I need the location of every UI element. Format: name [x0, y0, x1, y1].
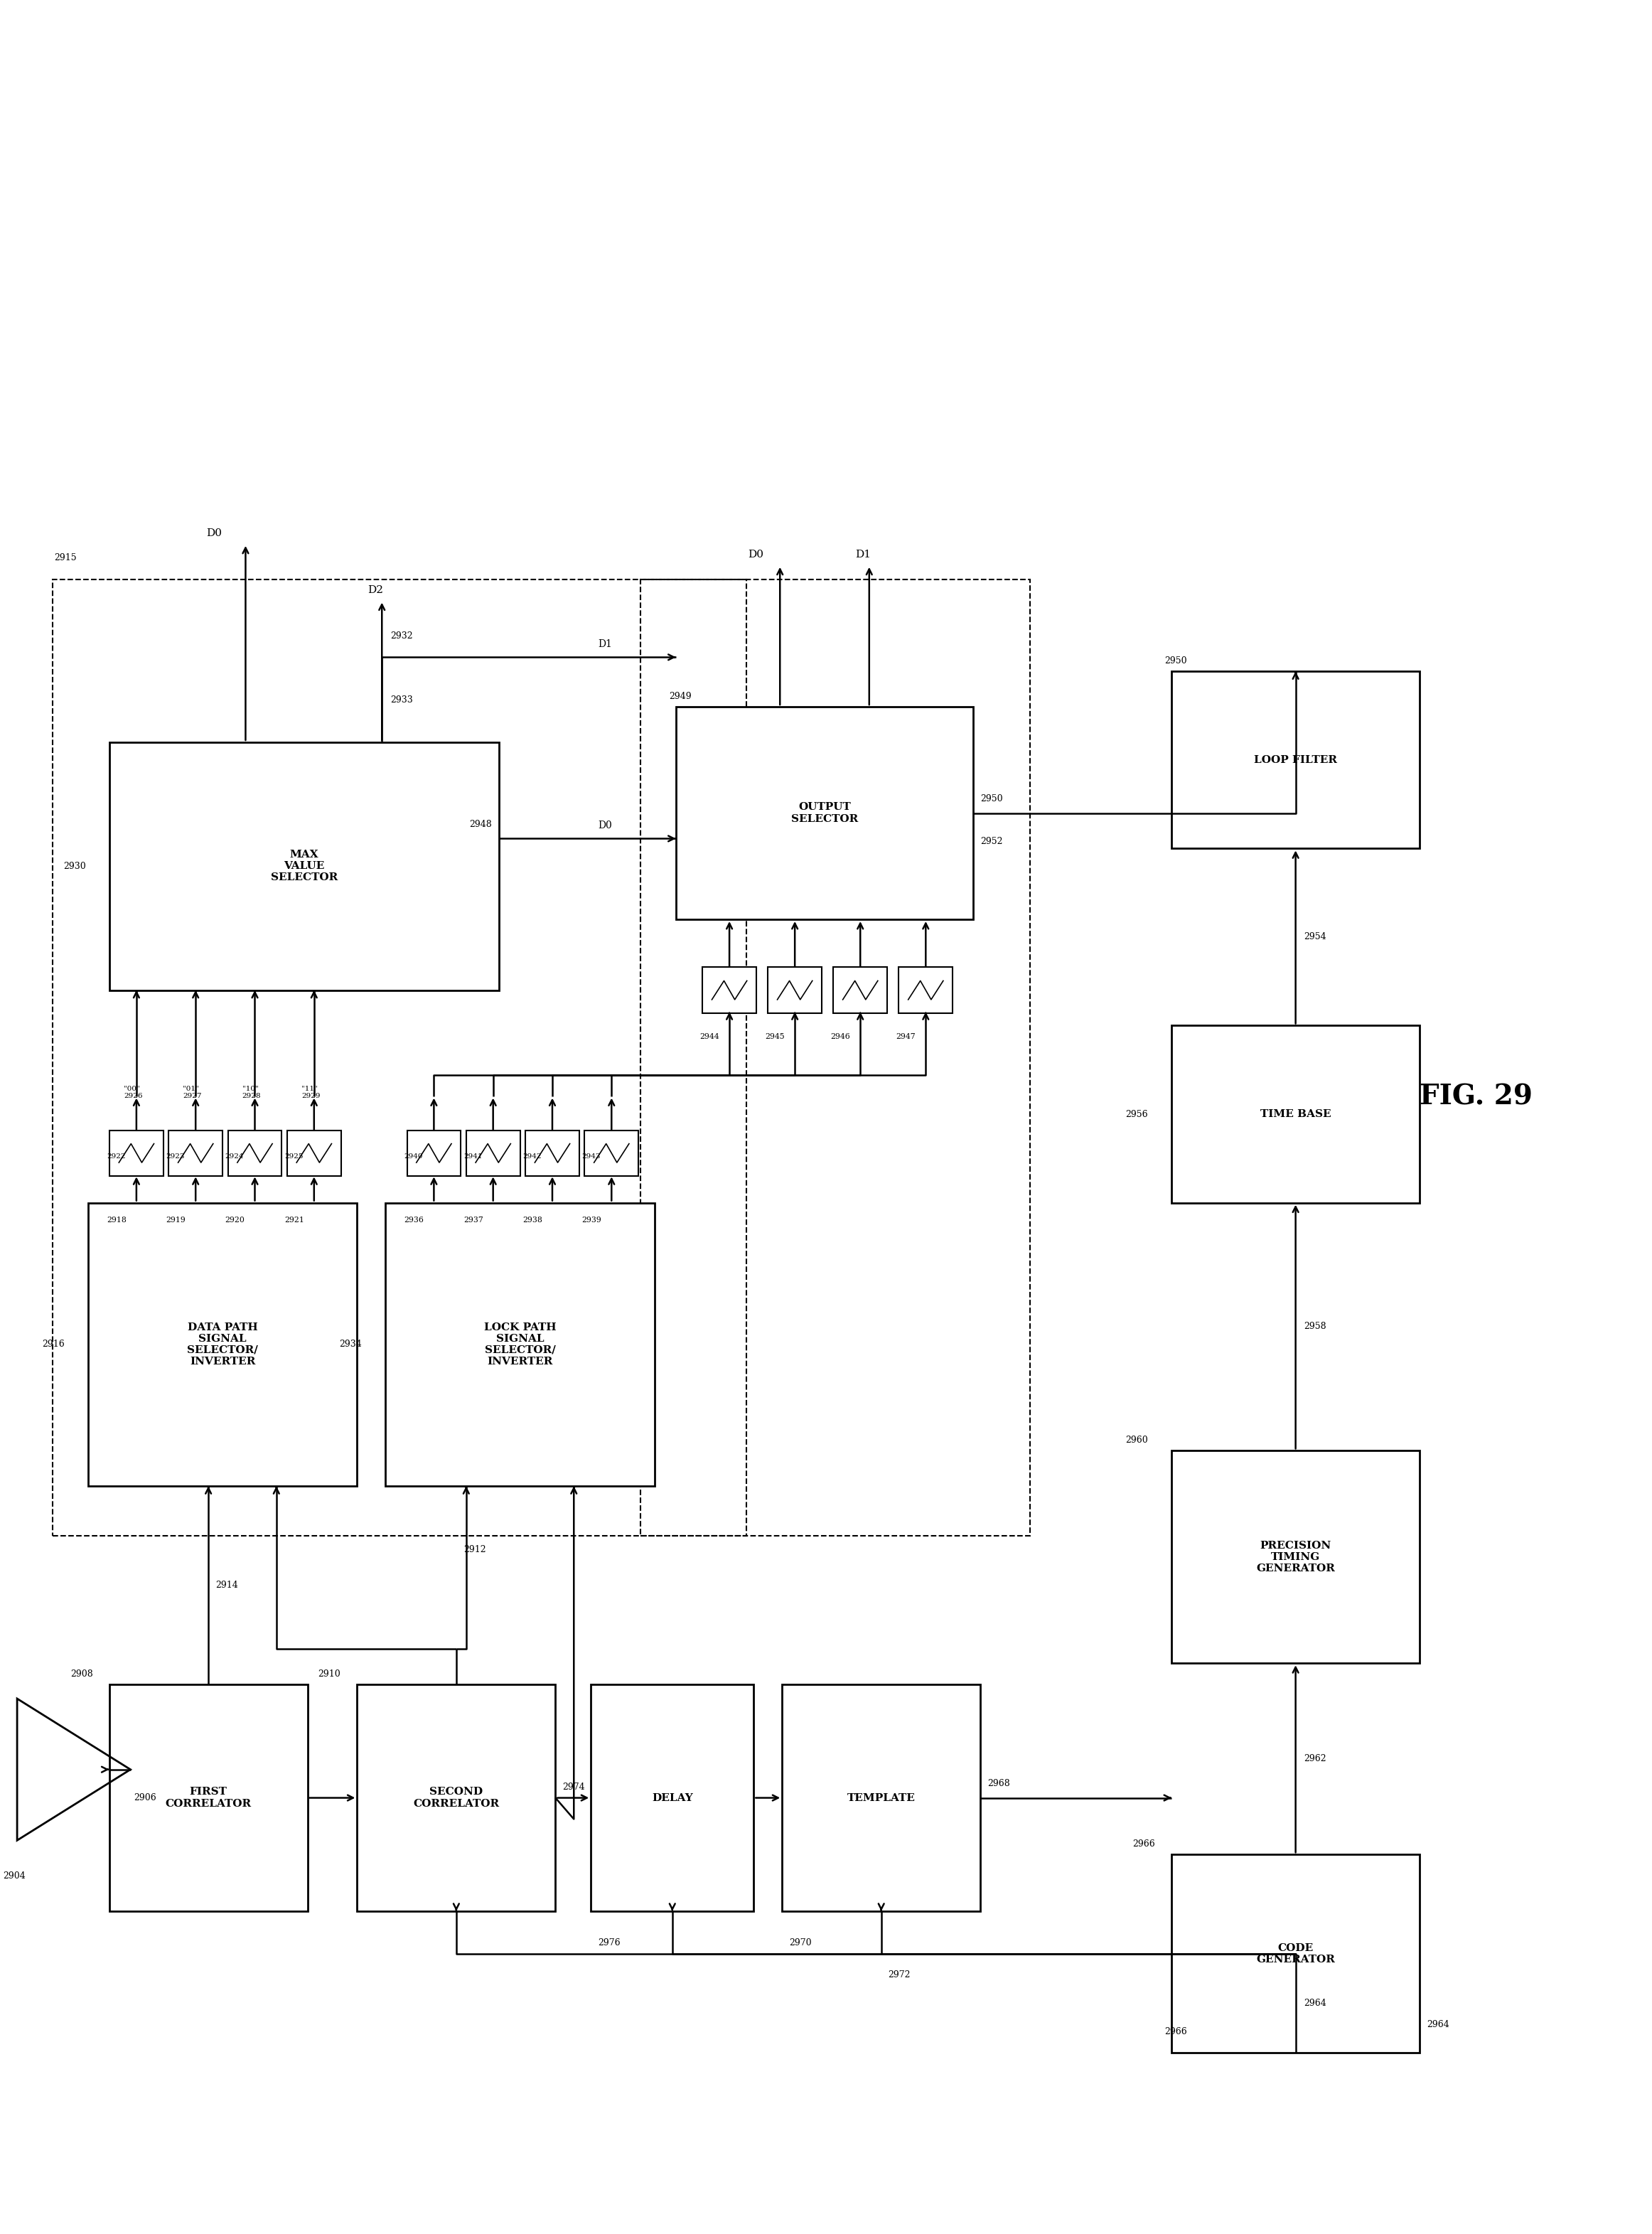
Text: 2974: 2974 [563, 1783, 585, 1792]
Text: 2937: 2937 [463, 1218, 482, 1224]
Text: 2910: 2910 [319, 1669, 340, 1678]
Bar [406, 1130, 461, 1175]
Text: 2906: 2906 [134, 1794, 157, 1803]
FancyBboxPatch shape [676, 706, 973, 920]
Text: 2925: 2925 [284, 1153, 302, 1159]
Text: 2942: 2942 [522, 1153, 542, 1159]
Text: 2972: 2972 [889, 1970, 910, 1979]
Text: 2939: 2939 [582, 1218, 601, 1224]
Text: 2920: 2920 [225, 1218, 244, 1224]
Text: 2924: 2924 [225, 1153, 244, 1159]
Text: OUTPUT
SELECTOR: OUTPUT SELECTOR [791, 802, 857, 824]
Bar [525, 1130, 580, 1175]
Text: 2976: 2976 [598, 1939, 621, 1948]
Text: 2940: 2940 [405, 1153, 423, 1159]
Text: 2930: 2930 [63, 862, 86, 871]
Text: 2945: 2945 [765, 1032, 785, 1041]
Text: 2922: 2922 [107, 1153, 126, 1159]
Text: MAX
VALUE
SELECTOR: MAX VALUE SELECTOR [271, 849, 337, 882]
Text: 2912: 2912 [463, 1546, 486, 1555]
Text: "01"
2927: "01" 2927 [183, 1086, 202, 1099]
Text: 2918: 2918 [107, 1218, 127, 1224]
Bar [169, 1130, 223, 1175]
Text: D1: D1 [598, 639, 611, 650]
Text: 2949: 2949 [669, 693, 691, 701]
Text: TIME BASE: TIME BASE [1260, 1110, 1332, 1119]
Text: 2919: 2919 [165, 1218, 185, 1224]
Text: D0: D0 [748, 550, 763, 558]
FancyBboxPatch shape [591, 1684, 753, 1910]
Bar [833, 967, 887, 1012]
Text: 2932: 2932 [390, 632, 413, 641]
Text: 2964: 2964 [1427, 2020, 1449, 2028]
Text: SECOND
CORRELATOR: SECOND CORRELATOR [413, 1787, 499, 1810]
Text: 2938: 2938 [522, 1218, 542, 1224]
FancyBboxPatch shape [357, 1684, 555, 1910]
FancyBboxPatch shape [1171, 1450, 1419, 1664]
FancyBboxPatch shape [1171, 672, 1419, 849]
Text: "11"
2929: "11" 2929 [301, 1086, 320, 1099]
Text: 2943: 2943 [582, 1153, 601, 1159]
Text: DELAY: DELAY [653, 1794, 692, 1803]
Text: 2948: 2948 [469, 820, 492, 829]
Text: 2923: 2923 [165, 1153, 185, 1159]
Text: 2947: 2947 [895, 1032, 915, 1041]
Text: 2966: 2966 [1165, 2026, 1188, 2035]
Text: 2958: 2958 [1303, 1323, 1327, 1331]
Text: "00"
2926: "00" 2926 [124, 1086, 142, 1099]
FancyBboxPatch shape [109, 1684, 307, 1910]
FancyBboxPatch shape [109, 742, 499, 990]
Text: LOCK PATH
SIGNAL
SELECTOR/
INVERTER: LOCK PATH SIGNAL SELECTOR/ INVERTER [484, 1323, 557, 1367]
Text: DATA PATH
SIGNAL
SELECTOR/
INVERTER: DATA PATH SIGNAL SELECTOR/ INVERTER [187, 1323, 258, 1367]
FancyBboxPatch shape [1171, 1025, 1419, 1202]
Text: 2944: 2944 [700, 1032, 719, 1041]
Bar [702, 967, 757, 1012]
Bar [466, 1130, 520, 1175]
Text: 2904: 2904 [3, 1872, 25, 1881]
Text: 2946: 2946 [831, 1032, 851, 1041]
Text: 2960: 2960 [1125, 1436, 1148, 1445]
Text: "10"
2928: "10" 2928 [243, 1086, 261, 1099]
Bar [585, 1130, 638, 1175]
Text: FIG. 29: FIG. 29 [1419, 1083, 1533, 1110]
Text: FIRST
CORRELATOR: FIRST CORRELATOR [165, 1787, 251, 1810]
Text: 2933: 2933 [390, 695, 413, 704]
Text: D1: D1 [856, 550, 871, 558]
Text: 2936: 2936 [405, 1218, 425, 1224]
Text: 2968: 2968 [988, 1778, 1009, 1787]
Text: 2915: 2915 [55, 554, 76, 563]
Bar [287, 1130, 340, 1175]
Text: D0: D0 [206, 527, 223, 538]
Text: 2962: 2962 [1303, 1754, 1327, 1763]
FancyBboxPatch shape [385, 1202, 654, 1486]
FancyBboxPatch shape [1171, 1854, 1419, 2053]
FancyBboxPatch shape [781, 1684, 980, 1910]
Text: D2: D2 [368, 585, 383, 594]
Text: 2952: 2952 [980, 838, 1003, 847]
Text: PRECISION
TIMING
GENERATOR: PRECISION TIMING GENERATOR [1256, 1541, 1335, 1573]
Text: 2921: 2921 [284, 1218, 304, 1224]
Text: 2954: 2954 [1303, 932, 1327, 943]
Text: CODE
GENERATOR: CODE GENERATOR [1256, 1944, 1335, 1964]
Text: 2908: 2908 [71, 1669, 93, 1678]
Text: TEMPLATE: TEMPLATE [847, 1794, 915, 1803]
Text: 2950: 2950 [1165, 657, 1188, 666]
Text: 2956: 2956 [1125, 1110, 1148, 1119]
Text: 2966: 2966 [1133, 1839, 1155, 1848]
Text: 2914: 2914 [215, 1582, 238, 1591]
Text: 2970: 2970 [790, 1939, 811, 1948]
Text: D0: D0 [598, 820, 611, 831]
Bar [899, 967, 953, 1012]
Text: 2934: 2934 [339, 1340, 362, 1349]
Text: 2916: 2916 [41, 1340, 64, 1349]
Bar [228, 1130, 282, 1175]
Text: LOOP FILTER: LOOP FILTER [1254, 755, 1336, 764]
Text: 2941: 2941 [463, 1153, 482, 1159]
FancyBboxPatch shape [88, 1202, 357, 1486]
Text: 2964: 2964 [1303, 1999, 1327, 2008]
Bar [768, 967, 821, 1012]
Bar [109, 1130, 164, 1175]
Text: 2950: 2950 [980, 795, 1003, 804]
